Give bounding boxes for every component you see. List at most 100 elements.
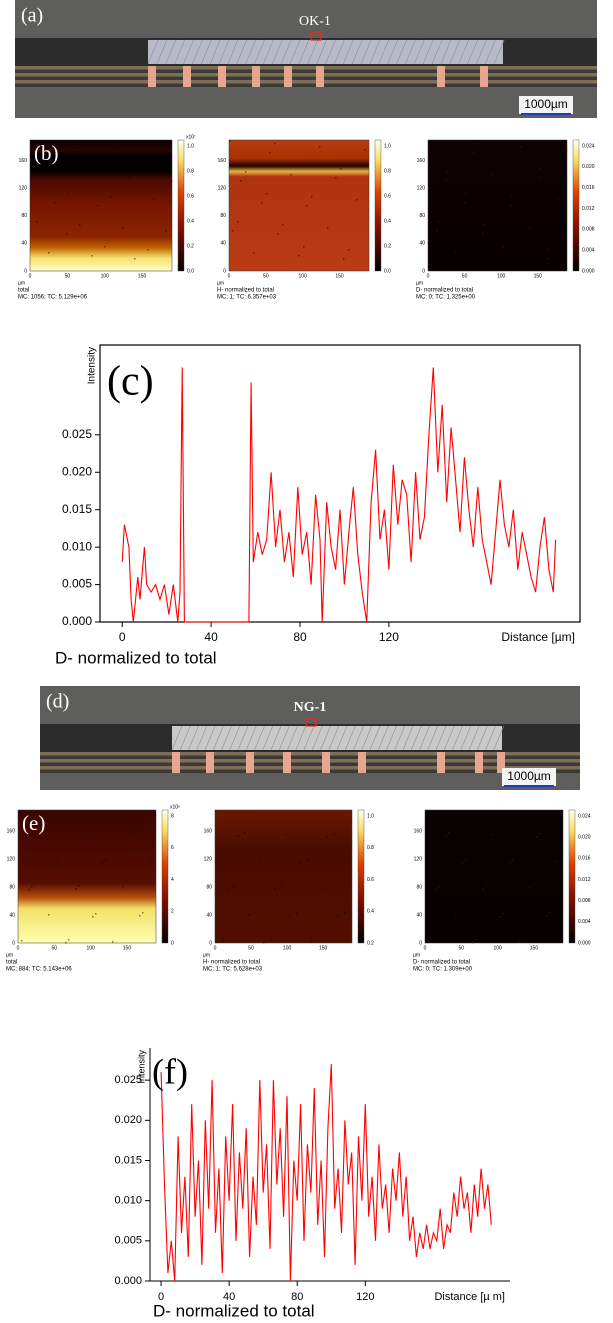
colorbar — [374, 139, 382, 272]
chart-title: D- normalized to total — [153, 1301, 315, 1320]
map-x-tick: 0 — [29, 273, 32, 279]
map-stats: MC: 1; TC: 5.628e+03 — [203, 967, 263, 973]
via — [437, 752, 445, 773]
colorbar-tick: 4 — [171, 877, 174, 883]
map-speck — [261, 202, 263, 204]
map-x-tick: 50 — [65, 273, 71, 279]
map-stats: MC: 0; TC: 1.309e+00 — [413, 967, 473, 973]
map-y-tick: 80 — [419, 213, 425, 219]
scratch — [165, 39, 177, 65]
map-speck — [539, 168, 541, 170]
plot-frame — [99, 344, 581, 623]
panel-label: (b) — [34, 141, 59, 165]
x-tick-label: 40 — [204, 630, 218, 644]
scratch — [460, 725, 472, 751]
panel-label: (c) — [107, 359, 154, 405]
sample-label: OK-1 — [299, 14, 331, 29]
map-speck — [436, 230, 438, 232]
map-speck — [298, 255, 300, 257]
map-speck — [348, 861, 350, 863]
colorbar-tick: 0.024 — [578, 813, 591, 819]
map-stats: MC: 1056; TC: 5.129e+06 — [18, 295, 88, 301]
map-caption: H- normalized to total — [203, 960, 260, 966]
map-speck — [269, 152, 271, 154]
scratch — [443, 725, 455, 751]
map-speck — [483, 224, 485, 226]
map-stats: MC: 1; TC: 6.357e+03 — [217, 295, 277, 301]
map-speck — [335, 177, 337, 179]
map-speck — [36, 221, 38, 223]
colorbar-tick: 0.6 — [384, 193, 391, 199]
map-speck — [142, 912, 144, 914]
scratch — [263, 39, 274, 65]
map-speck — [548, 249, 550, 251]
scratch — [328, 725, 340, 751]
map-y-tick: 0 — [24, 268, 27, 274]
map-speck — [112, 941, 114, 943]
via — [252, 66, 260, 87]
scratch — [440, 39, 452, 65]
via — [183, 66, 191, 87]
panel-label: (d) — [46, 691, 69, 713]
map-stats: MC: 884; TC: 5.143e+06 — [6, 967, 72, 973]
x-tick-label: 0 — [119, 630, 126, 644]
data-line — [160, 1064, 492, 1282]
map-speck — [529, 887, 531, 889]
scratch — [171, 725, 183, 751]
map-speck — [30, 140, 32, 142]
scratch — [262, 725, 274, 751]
scratch — [351, 39, 363, 65]
map-frame — [29, 139, 173, 272]
colorbar-tick: 1.0 — [187, 143, 194, 149]
map-speck — [79, 224, 81, 226]
scratch — [156, 39, 168, 65]
map-speck — [482, 233, 484, 235]
colorbar — [568, 809, 576, 944]
via — [206, 752, 214, 773]
map-y-tick: 80 — [220, 213, 226, 219]
scratch — [387, 39, 398, 65]
map-y-tick: 40 — [9, 912, 15, 918]
map-speck — [311, 941, 313, 943]
map-speck — [300, 862, 302, 864]
map-y-tick: 40 — [419, 241, 425, 247]
map-x-tick: 0 — [214, 945, 217, 951]
laminate-layer — [40, 759, 580, 763]
map-speck — [92, 916, 94, 918]
laminate-layer — [15, 73, 597, 77]
laminate-layer — [40, 762, 580, 766]
map-speck — [259, 860, 261, 862]
map-speck — [149, 861, 151, 863]
map-speck — [122, 227, 124, 229]
map-y-tick: 120 — [417, 186, 426, 192]
scratch — [245, 39, 256, 65]
scratch — [468, 725, 480, 751]
map-x-tick: 100 — [497, 273, 506, 279]
map-x-tick: 0 — [17, 945, 20, 951]
map-y-tick: 40 — [206, 912, 212, 918]
map-speck — [285, 834, 287, 836]
y-tick-label: 0.020 — [62, 464, 92, 478]
map-speck — [519, 941, 521, 943]
map-speck — [547, 258, 549, 260]
scratch — [342, 39, 354, 65]
map-speck — [237, 221, 239, 223]
sample-marker — [310, 31, 322, 41]
scratch — [386, 725, 397, 751]
map-speck — [85, 174, 87, 176]
map-speck — [281, 885, 283, 887]
map-speck — [499, 916, 501, 918]
via — [172, 752, 180, 773]
scratch — [209, 39, 221, 65]
scratch — [303, 725, 315, 751]
map-speck — [48, 914, 50, 916]
colorbar-tick: 0.4 — [384, 218, 391, 224]
map-y-tick: 120 — [218, 186, 227, 192]
map-speck — [147, 249, 149, 251]
y-tick-label: 0.020 — [114, 1114, 142, 1126]
map-y-tick: 120 — [204, 856, 213, 862]
colorbar-tick: 0.2 — [384, 243, 391, 249]
map-speck — [270, 939, 272, 941]
scratch — [316, 39, 327, 65]
map-speck — [55, 863, 57, 865]
